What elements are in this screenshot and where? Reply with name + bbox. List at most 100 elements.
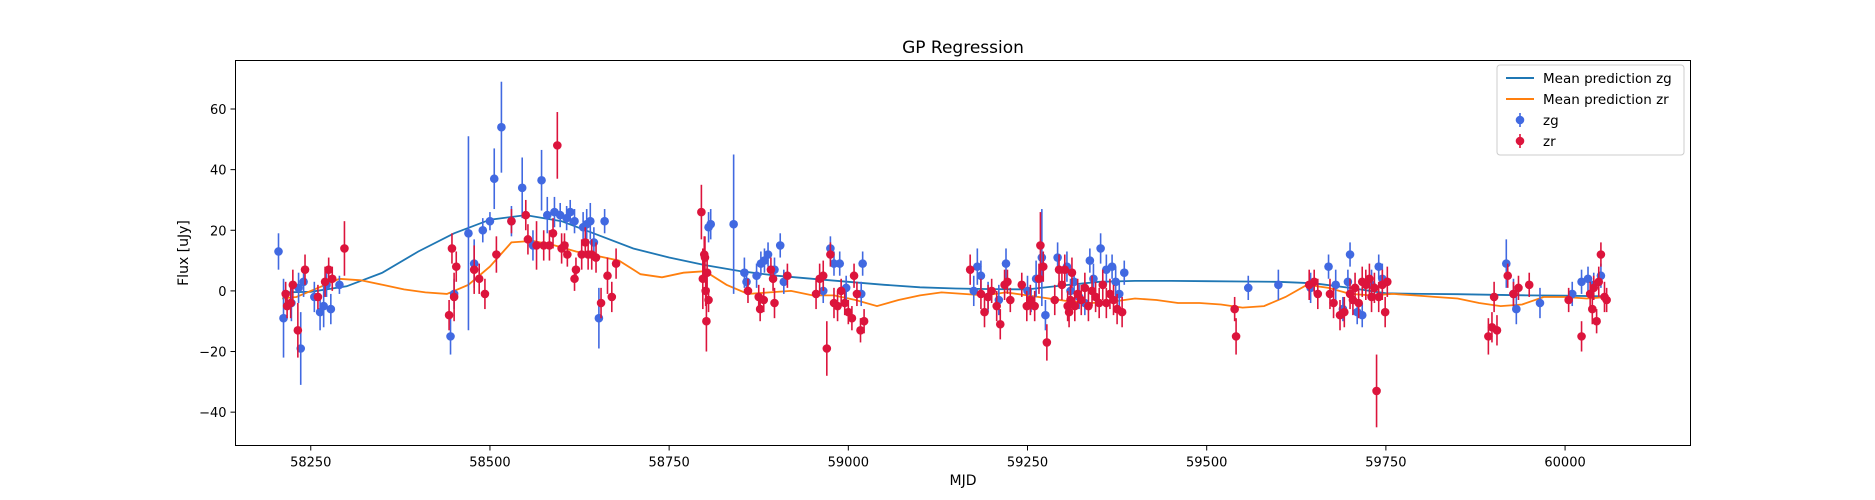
data-point [300, 265, 310, 274]
data-point [1329, 298, 1338, 308]
data-point [1119, 268, 1129, 278]
data-point [1034, 274, 1044, 284]
legend-entry-mean-prediction-zg: Mean prediction zg [1506, 71, 1672, 87]
data-point [1085, 256, 1095, 265]
data-point [1030, 301, 1039, 311]
data-point [1602, 295, 1611, 305]
data-point [743, 286, 753, 296]
legend-label: zg [1543, 113, 1559, 129]
data-point [1380, 307, 1390, 317]
data-point [847, 313, 857, 323]
legend-box [1496, 64, 1685, 156]
data-point [497, 122, 506, 132]
data-point [1006, 295, 1015, 305]
data-point [858, 259, 867, 268]
data-point [856, 326, 865, 335]
data-point [451, 262, 461, 271]
data-point [293, 326, 303, 335]
data-point [335, 280, 344, 290]
data-point [1343, 277, 1353, 287]
data-point [766, 265, 776, 274]
data-point [489, 174, 499, 184]
data-point [1042, 338, 1052, 347]
x-tick-label: 59750 [1365, 456, 1406, 471]
data-point [835, 259, 845, 268]
plot-area [235, 60, 1691, 446]
data-point [521, 210, 531, 220]
data-point [1084, 301, 1093, 311]
data-point [1096, 244, 1105, 253]
data-point [480, 289, 490, 299]
data-point [577, 250, 586, 259]
data-point [1109, 295, 1118, 305]
data-point [1053, 253, 1062, 262]
data-point [1050, 295, 1060, 305]
y-tick-label: −20 [199, 346, 226, 361]
data-point [1354, 298, 1363, 308]
data-point [542, 210, 552, 220]
data-point [563, 250, 572, 259]
data-point [313, 292, 323, 302]
data-point [447, 244, 457, 253]
data-point [286, 298, 295, 308]
data-point [1357, 310, 1367, 320]
data-point [706, 219, 716, 229]
data-point [759, 295, 769, 305]
data-point [818, 271, 828, 281]
data-point [553, 141, 562, 150]
data-point [1107, 262, 1117, 271]
data-point [600, 216, 609, 226]
data-point [976, 271, 986, 281]
data-point [1596, 250, 1606, 259]
data-point [288, 280, 298, 290]
data-point [1383, 277, 1392, 287]
data-point [1503, 271, 1513, 281]
legend-marker-swatch [1515, 115, 1525, 125]
data-point [299, 277, 308, 287]
data-point [980, 307, 989, 317]
data-point [1374, 292, 1384, 302]
data-point [770, 298, 779, 308]
data-point [532, 241, 541, 250]
data-point [1036, 241, 1045, 250]
data-point [811, 289, 821, 299]
y-tick-label: −40 [199, 406, 226, 421]
data-point [1309, 277, 1319, 287]
data-point [474, 274, 484, 284]
legend-entry-zr: zr [1515, 134, 1556, 150]
data-point [1350, 283, 1360, 293]
data-point [1577, 332, 1586, 341]
data-point [517, 183, 527, 193]
data-point [1230, 304, 1239, 314]
legend-marker-swatch [1515, 136, 1525, 146]
x-tick-label: 58750 [648, 456, 689, 471]
data-point [320, 277, 330, 287]
data-point [327, 274, 337, 284]
data-point [570, 216, 579, 226]
data-point [1588, 304, 1597, 314]
data-point [603, 271, 612, 281]
data-point [1098, 280, 1108, 290]
data-point [1274, 280, 1283, 290]
chart-title: GP Regression [902, 38, 1024, 58]
data-point [1340, 307, 1349, 317]
data-point [1374, 262, 1384, 271]
data-point [596, 298, 606, 308]
data-point [1037, 253, 1047, 262]
data-point [1003, 277, 1012, 287]
data-point [444, 310, 454, 320]
data-point [702, 268, 712, 278]
x-tick-label: 59500 [1186, 456, 1227, 471]
data-point [755, 304, 765, 314]
data-point [697, 207, 706, 217]
data-point [594, 313, 604, 323]
data-point [702, 316, 711, 326]
y-tick-label: 0 [218, 285, 226, 300]
data-point [818, 286, 828, 296]
x-tick-label: 59250 [1007, 456, 1048, 471]
data-point [1038, 262, 1048, 271]
data-point [1577, 277, 1586, 287]
x-tick-label: 60000 [1544, 456, 1585, 471]
legend-entry-zg: zg [1515, 113, 1559, 129]
